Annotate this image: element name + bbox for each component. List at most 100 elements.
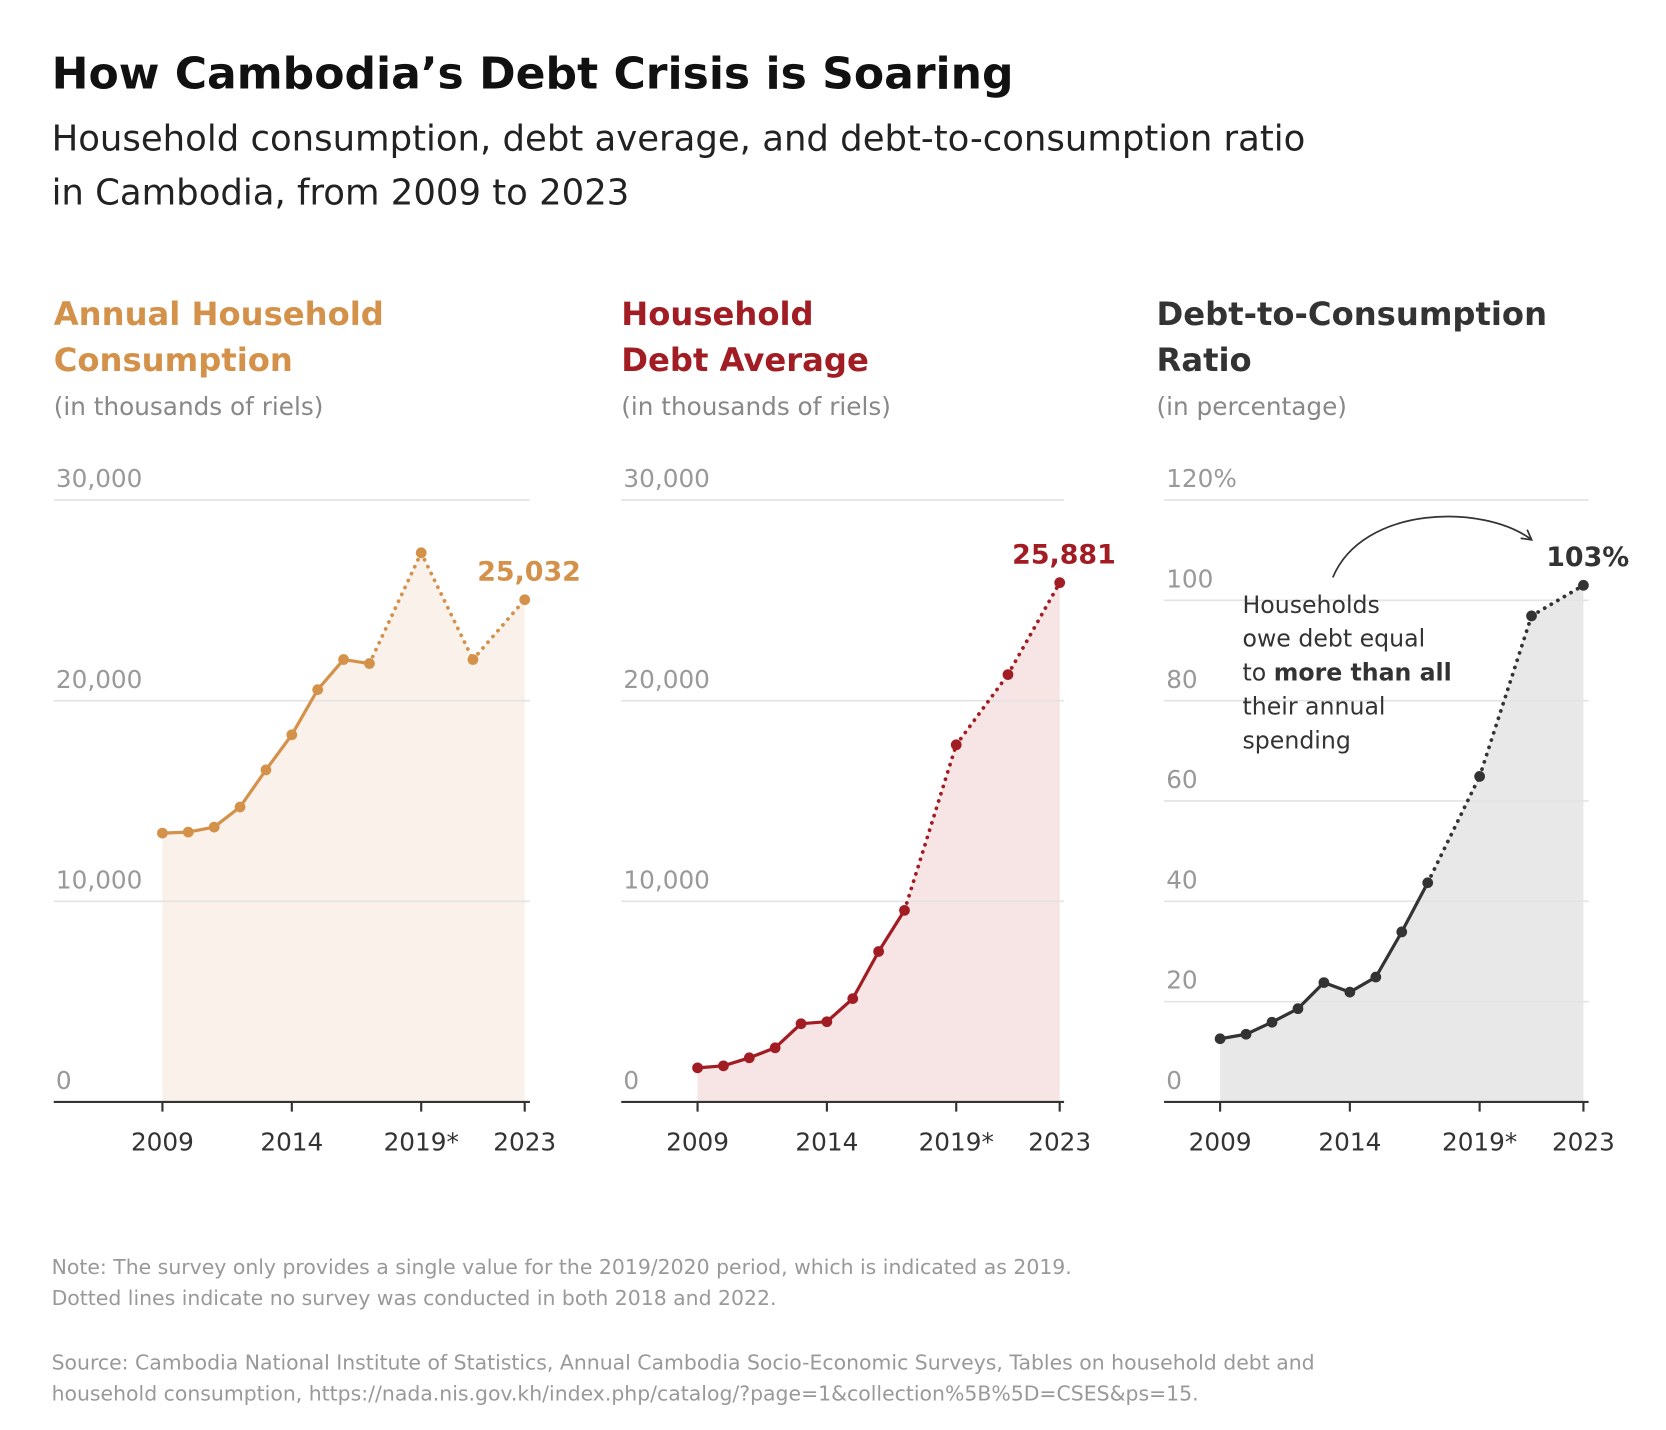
y-tick-label: 0 xyxy=(623,1066,639,1095)
panel-title: Debt-to-Consumption xyxy=(1157,295,1548,333)
point xyxy=(1526,610,1537,622)
area xyxy=(1220,585,1584,1102)
point xyxy=(1422,877,1434,889)
point xyxy=(1214,1033,1226,1045)
page-title: How Cambodia’s Debt Crisis is Soaring xyxy=(52,48,1014,99)
x-tick-label: 2014 xyxy=(1318,1127,1381,1156)
point xyxy=(182,826,194,838)
panel-title: Household xyxy=(621,295,813,333)
x-tick-label: 2019* xyxy=(919,1127,994,1156)
line-segment xyxy=(212,805,242,829)
point xyxy=(286,729,298,741)
x-tick-label: 2023 xyxy=(1552,1127,1615,1156)
value-label: 25,881 xyxy=(1012,539,1116,570)
annotation-part: Households xyxy=(1243,591,1380,619)
line-segment-dotted xyxy=(954,672,1010,747)
area xyxy=(162,552,525,1102)
line-segment-dotted xyxy=(1477,614,1534,779)
annotation-arrow xyxy=(1332,515,1534,578)
note: Note: The survey only provides a single … xyxy=(52,1255,1072,1279)
y-tick-label: 100 xyxy=(1166,564,1213,593)
point xyxy=(873,946,885,957)
note: Dotted lines indicate no survey was cond… xyxy=(52,1286,777,1310)
point xyxy=(234,801,246,813)
annotation: Households xyxy=(1243,591,1380,619)
line-segment xyxy=(290,688,320,737)
line-segment xyxy=(1400,881,1430,934)
point xyxy=(157,827,168,839)
x-tick-label: 2023 xyxy=(1028,1127,1091,1156)
line-segment xyxy=(264,733,294,772)
annotation-part: owe debt equal xyxy=(1243,625,1426,653)
line-segment xyxy=(773,1022,803,1050)
point xyxy=(769,1042,781,1054)
point xyxy=(1240,1028,1252,1040)
point xyxy=(312,684,324,696)
y-tick-label: 20,000 xyxy=(56,665,143,694)
line-segment-dotted xyxy=(1529,583,1586,618)
point xyxy=(260,764,272,776)
point xyxy=(1266,1016,1278,1028)
y-tick-label: 60 xyxy=(1166,765,1197,794)
point xyxy=(1474,771,1485,782)
x-tick-label: 2019* xyxy=(384,1127,459,1156)
annotation: owe debt equal xyxy=(1243,625,1426,653)
point xyxy=(364,658,375,669)
annotation: to more than all xyxy=(1243,659,1452,687)
line-segment-dotted xyxy=(902,742,959,913)
y-tick-label: 10,000 xyxy=(623,865,710,894)
point xyxy=(1054,577,1066,589)
line-segment xyxy=(238,768,268,809)
line-segment xyxy=(1374,930,1404,979)
point xyxy=(1318,977,1330,988)
point xyxy=(692,1062,703,1074)
panel-title: Annual Household xyxy=(54,295,384,333)
line-segment-dotted xyxy=(1425,774,1482,885)
line-segment-dotted xyxy=(1006,580,1062,677)
panel-title: Debt Average xyxy=(621,341,869,379)
y-tick-label: 40 xyxy=(1166,865,1197,894)
x-tick-label: 2014 xyxy=(260,1127,323,1156)
line-segment-dotted xyxy=(419,550,475,662)
panel-title: Ratio xyxy=(1157,341,1252,379)
x-tick-label: 2014 xyxy=(795,1127,858,1156)
y-tick-label: 0 xyxy=(1166,1066,1182,1095)
y-tick-label: 30,000 xyxy=(56,464,143,493)
point xyxy=(821,1016,833,1028)
x-tick-label: 2009 xyxy=(131,1127,194,1156)
value-label: 25,032 xyxy=(477,556,581,587)
point xyxy=(519,594,531,606)
point xyxy=(1002,669,1014,680)
point xyxy=(1292,1003,1304,1015)
y-tick-label: 0 xyxy=(56,1066,72,1095)
point xyxy=(743,1052,755,1064)
line-segment xyxy=(851,949,881,1001)
y-tick-label: 80 xyxy=(1166,665,1197,694)
panel-title: Consumption xyxy=(54,341,293,379)
point xyxy=(847,993,859,1004)
panel-unit: (in percentage) xyxy=(1157,392,1347,421)
line-segment-dotted xyxy=(471,597,527,662)
point xyxy=(795,1018,807,1030)
source: Source: Cambodia National Institute of S… xyxy=(52,1351,1315,1375)
area xyxy=(697,582,1060,1102)
x-tick-label: 2023 xyxy=(493,1127,556,1156)
x-tick-label: 2019* xyxy=(1442,1127,1517,1156)
annotation: their annual xyxy=(1243,692,1386,720)
point xyxy=(467,654,479,665)
x-tick-label: 2009 xyxy=(666,1127,729,1156)
line-segment xyxy=(877,908,907,954)
line-segment xyxy=(316,657,346,692)
source: household consumption, https://nada.nis.… xyxy=(52,1382,1199,1406)
value-label: 103% xyxy=(1546,542,1629,573)
y-tick-label: 10,000 xyxy=(56,865,143,894)
panel-unit: (in thousands of riels) xyxy=(621,392,891,421)
y-tick-label: 30,000 xyxy=(623,464,710,493)
point xyxy=(1344,986,1356,998)
annotation-part: to xyxy=(1243,659,1267,687)
point xyxy=(1578,579,1589,591)
panel-unit: (in thousands of riels) xyxy=(54,392,324,421)
annotation: spending xyxy=(1243,726,1351,754)
point xyxy=(208,821,220,833)
